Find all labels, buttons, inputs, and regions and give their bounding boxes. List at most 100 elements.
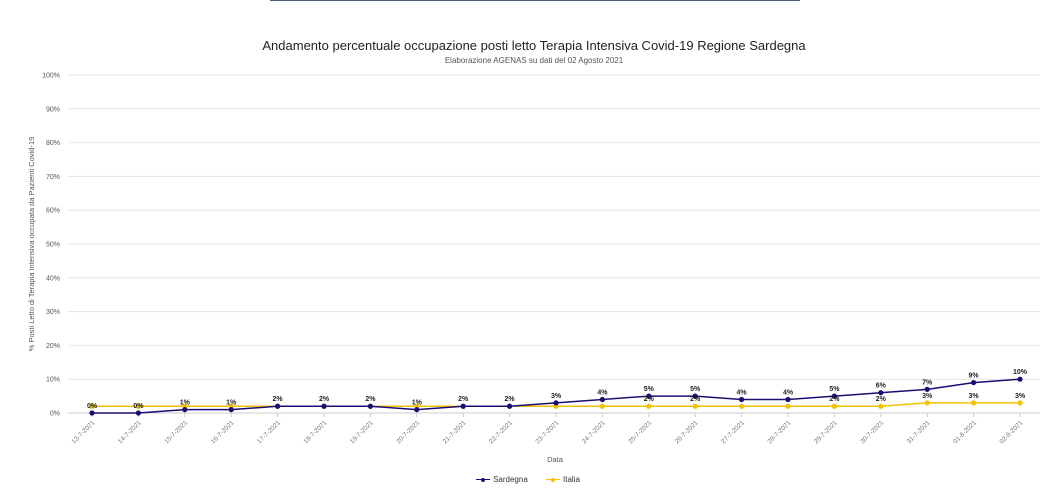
data-label-sardegna: 1% xyxy=(226,400,237,407)
x-tick-label: 30-7-2021 xyxy=(859,419,885,445)
x-tick-label: 15-7-2021 xyxy=(163,419,189,445)
data-label-sardegna: 6% xyxy=(876,383,887,390)
data-label-sardegna: 5% xyxy=(829,386,840,393)
data-label-sardegna: 9% xyxy=(969,373,980,380)
data-label-italia: 2% xyxy=(829,396,840,403)
y-tick-label: 50% xyxy=(46,242,60,249)
y-axis-ticks: 0% 10% 20% 30% 40% 50% 60% 70% 80% 90% 100% xyxy=(42,73,60,418)
data-point-sardegna xyxy=(460,403,466,409)
data-labels: 0% 0% 1% 1% 2% 2% 2% 1% 2% 2% 3% 4% 5% 5% 4% 4% 5% 6% 7% 9%… xyxy=(87,369,1028,410)
x-axis-ticks: 13-7-2021 14-7-2021 15-7-2021 16-7-2021 17-7… xyxy=(71,413,1025,445)
x-tick-label: 20-7-2021 xyxy=(395,419,421,445)
data-point-sardegna xyxy=(228,407,234,413)
data-point-sardegna xyxy=(507,403,513,409)
y-tick-label: 80% xyxy=(46,140,60,147)
series-layer xyxy=(89,376,1023,416)
data-label-sardegna: 2% xyxy=(365,396,376,403)
data-point-italia xyxy=(971,400,977,406)
data-label-italia: 3% xyxy=(922,393,933,400)
data-point-sardegna xyxy=(321,403,327,409)
data-point-italia xyxy=(831,403,838,409)
x-tick-label: 21-7-2021 xyxy=(442,419,468,445)
x-tick-label: 25-7-2021 xyxy=(627,419,653,445)
data-label-sardegna: 0% xyxy=(133,403,144,410)
data-point-sardegna xyxy=(275,403,281,409)
chart-title: Andamento percentuale occupazione posti … xyxy=(262,38,806,53)
data-point-sardegna xyxy=(553,400,559,406)
legend-item-sardegna[interactable]: Sardegna xyxy=(476,475,528,484)
x-axis-title: Data xyxy=(547,455,564,464)
y-tick-label: 20% xyxy=(46,343,60,350)
data-label-italia: 3% xyxy=(969,393,980,400)
legend-label-sardegna: Sardegna xyxy=(493,475,528,484)
x-tick-label: 16-7-2021 xyxy=(210,419,236,445)
x-tick-label: 18-7-2021 xyxy=(303,419,329,445)
x-tick-label: 19-7-2021 xyxy=(349,419,375,445)
data-point-italia xyxy=(135,403,141,409)
data-point-sardegna xyxy=(785,396,791,403)
y-tick-label: 10% xyxy=(46,377,60,384)
data-label-italia: 2% xyxy=(644,396,655,403)
data-label-sardegna: 4% xyxy=(597,389,608,396)
legend-label-italia: Italia xyxy=(563,475,580,484)
data-point-sardegna xyxy=(646,393,652,399)
data-label-italia: 2% xyxy=(690,396,701,403)
data-label-sardegna: 5% xyxy=(644,386,655,393)
x-tick-label: 02-8-2021 xyxy=(999,419,1025,445)
data-point-sardegna xyxy=(1017,376,1023,382)
top-divider xyxy=(270,0,800,1)
data-point-sardegna xyxy=(692,393,698,399)
data-point-sardegna xyxy=(135,410,141,416)
x-tick-label: 28-7-2021 xyxy=(767,419,793,445)
data-label-sardegna: 2% xyxy=(505,396,516,403)
data-point-italia xyxy=(599,403,606,409)
data-label-italia: 3% xyxy=(1015,393,1026,400)
x-tick-label: 26-7-2021 xyxy=(674,419,700,445)
y-tick-label: 90% xyxy=(46,106,60,113)
y-axis-title: % Posti Letto di Terapia Intensiva occup… xyxy=(27,137,36,352)
data-point-italia xyxy=(924,400,930,406)
y-tick-label: 60% xyxy=(46,208,60,215)
data-label-sardegna: 0% xyxy=(87,403,98,410)
y-tick-label: 100% xyxy=(42,73,60,80)
data-label-sardegna: 1% xyxy=(412,400,423,407)
x-tick-label: 31-7-2021 xyxy=(906,419,932,445)
x-tick-label: 23-7-2021 xyxy=(535,419,561,445)
data-label-sardegna: 4% xyxy=(737,389,748,396)
x-tick-label: 01-8-2021 xyxy=(952,419,978,445)
data-point-sardegna xyxy=(89,410,95,416)
data-point-italia xyxy=(692,403,698,409)
x-tick-label: 17-7-2021 xyxy=(256,419,282,445)
line-chart: 0% 10% 20% 30% 40% 50% 60% 70% 80% 90% 100% 13-7-2… xyxy=(27,73,1040,464)
data-label-sardegna: 10% xyxy=(1013,369,1028,376)
y-tick-label: 0% xyxy=(50,411,60,418)
data-label-sardegna: 2% xyxy=(273,396,284,403)
data-point-italia xyxy=(739,403,745,409)
y-tick-label: 70% xyxy=(46,174,60,181)
y-tick-label: 30% xyxy=(46,309,60,316)
x-tick-label: 13-7-2021 xyxy=(71,419,97,445)
legend-item-italia[interactable]: Italia xyxy=(546,475,580,484)
legend-swatch-italia xyxy=(546,477,561,483)
data-label-sardegna: 2% xyxy=(458,396,469,403)
y-tick-label: 40% xyxy=(46,275,60,282)
x-tick-label: 22-7-2021 xyxy=(488,419,514,445)
data-label-italia: 2% xyxy=(876,396,887,403)
data-point-italia xyxy=(878,403,884,409)
data-point-sardegna xyxy=(831,393,838,399)
data-point-sardegna xyxy=(739,396,745,403)
data-label-sardegna: 4% xyxy=(783,389,794,396)
data-point-sardegna xyxy=(878,390,884,396)
data-label-sardegna: 3% xyxy=(551,393,562,400)
x-tick-label: 14-7-2021 xyxy=(117,419,143,445)
data-point-italia xyxy=(1017,400,1023,406)
grid-layer xyxy=(68,74,1040,414)
x-tick-label: 27-7-2021 xyxy=(720,419,746,445)
legend-swatch-sardegna xyxy=(476,477,491,483)
data-point-sardegna xyxy=(182,407,188,413)
data-point-sardegna xyxy=(599,396,606,403)
data-point-italia xyxy=(89,403,95,409)
data-point-sardegna xyxy=(414,407,420,413)
data-label-sardegna: 1% xyxy=(180,400,191,407)
data-point-sardegna xyxy=(971,379,977,386)
